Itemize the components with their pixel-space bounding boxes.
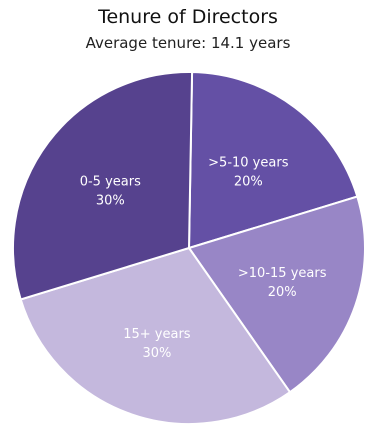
- slice-category-label: 15+ years: [123, 327, 191, 342]
- slice-value-label: 20%: [268, 285, 297, 300]
- pie-slice-10-15-years: [187, 195, 366, 394]
- pie-slices: [12, 71, 366, 425]
- pie-slice-5-10-years: [187, 71, 359, 250]
- pie-slice-15-years: [19, 246, 292, 425]
- chart-title: Tenure of Directors: [98, 6, 278, 28]
- pie-slice-0-5-years: [12, 71, 194, 301]
- slice-value-label: 20%: [234, 174, 263, 189]
- slice-category-label: >5-10 years: [208, 155, 289, 170]
- slice-category-label: 0-5 years: [80, 175, 141, 190]
- chart-subtitle: Average tenure: 14.1 years: [85, 34, 291, 52]
- slice-category-label: >10-15 years: [238, 266, 327, 281]
- slice-value-label: 30%: [142, 346, 171, 361]
- pie-labels: >5-10 years 20% >10-15 years 20% 15+ years 30…: [80, 155, 327, 361]
- slice-value-label: 30%: [96, 194, 125, 209]
